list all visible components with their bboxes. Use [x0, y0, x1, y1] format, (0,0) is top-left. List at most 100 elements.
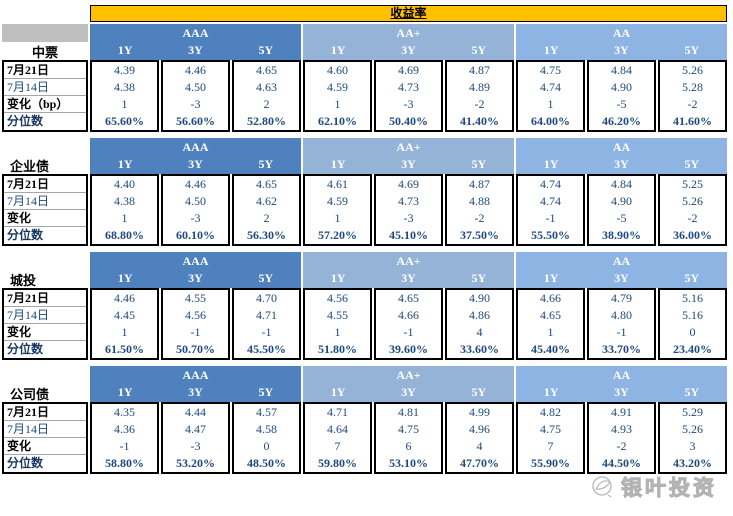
data-cell: -3 [190, 97, 201, 111]
rating-label: AA+ [396, 140, 421, 154]
data-cell: 4.38 [114, 194, 135, 208]
rating-block: AA+ 1Y 3Y 5Y [303, 138, 514, 174]
rating-block: AA+ 1Y 3Y 5Y [303, 24, 514, 60]
data-cell: 4.90 [611, 80, 632, 94]
tenor-label: 5Y [471, 43, 487, 57]
rating-label: AA+ [396, 368, 421, 382]
data-cell: -1 [119, 439, 130, 453]
data-column: 5.25 5.26 -2 36.00% [658, 174, 727, 246]
data-cell: -1 [545, 211, 556, 225]
row-label: 7月21日 [4, 404, 86, 421]
data-cell: 41.60% [673, 114, 712, 128]
data-cell: -2 [474, 211, 485, 225]
data-cell: 58.80% [105, 456, 144, 470]
tenor-row: 1Y 3Y 5Y [90, 270, 301, 288]
tenor-label: 3Y [188, 43, 203, 57]
yield-table: 收益率 中票 AAA 1Y 3Y 5Y AA+ 1Y 3Y 5Y AA 1Y 3Y 5Y 7月21日 7… [2, 5, 727, 474]
data-cell: 4.90 [469, 291, 490, 305]
row-label-box: 7月21日 7月14日 变化 分位数 [2, 288, 88, 360]
data-cell: 4.63 [256, 80, 277, 94]
data-cell: 57.20% [318, 228, 357, 242]
data-cell: 4.96 [469, 422, 490, 436]
data-cell: -2 [474, 97, 485, 111]
section-label-cell: 城投 [2, 252, 88, 288]
data-cell: 4.65 [398, 291, 419, 305]
row-label: 7月14日 [4, 307, 86, 324]
data-cell: 3 [689, 439, 696, 453]
data-column: 4.61 4.59 1 57.20% [303, 174, 372, 246]
data-cell: 4 [476, 325, 483, 339]
row-label: 变化 [4, 438, 86, 455]
row-label: 分位数 [7, 342, 44, 356]
data-cell: -2 [687, 97, 698, 111]
tenor-label: 1Y [330, 157, 346, 171]
data-cell: 4.58 [256, 422, 277, 436]
data-cell: -1 [190, 325, 201, 339]
data-cell: 5.28 [682, 80, 703, 94]
data-cell: 1 [334, 211, 341, 225]
corner-cell [2, 138, 88, 156]
data-cell: 2 [263, 211, 270, 225]
row-label: 7月14日 [4, 421, 86, 438]
rating-block: AAA 1Y 3Y 5Y [90, 252, 301, 288]
data-cell: -5 [616, 97, 627, 111]
data-cell: 4.46 [114, 291, 135, 305]
data-cell: 48.50% [247, 456, 286, 470]
section-data-area: 7月21日 7月14日 变化（bp） 分位数 4.39 4.38 1 65.60% 4.46 4… [2, 60, 727, 132]
data-column: 4.87 4.89 -2 41.40% [445, 60, 514, 132]
tenor-label: 5Y [684, 271, 700, 285]
data-cell: 4.66 [398, 308, 419, 322]
data-cell: 33.60% [460, 342, 499, 356]
tenor-row: 1Y 3Y 5Y [90, 42, 301, 60]
tenor-label: 3Y [401, 385, 416, 399]
data-column: 4.60 4.59 1 62.10% [303, 60, 372, 132]
data-cell: 4.65 [256, 177, 277, 191]
data-cell: 47.70% [460, 456, 499, 470]
data-column: 4.57 4.58 0 48.50% [232, 402, 301, 474]
section-header-row: 企业债 AAA 1Y 3Y 5Y AA+ 1Y 3Y 5Y AA 1Y 3Y 5Y [2, 138, 727, 174]
data-cell: 0 [263, 439, 270, 453]
tenor-label: 1Y [117, 157, 133, 171]
data-cell: 4.50 [185, 194, 206, 208]
tenor-row: 1Y 3Y 5Y [303, 384, 514, 402]
data-cell: 4.59 [327, 194, 348, 208]
data-cell: 4.74 [540, 194, 561, 208]
rating-block: AA 1Y 3Y 5Y [516, 252, 727, 288]
row-label-box: 7月21日 7月14日 变化（bp） 分位数 [2, 60, 88, 132]
data-column: 4.70 4.71 -1 45.50% [232, 288, 301, 360]
rating-label: AAA [182, 254, 209, 268]
table-title: 收益率 [390, 6, 427, 20]
data-column: 4.90 4.86 4 33.60% [445, 288, 514, 360]
data-cell: 4.60 [327, 63, 348, 77]
data-cell: 39.60% [389, 342, 428, 356]
data-cell: 45.40% [531, 342, 570, 356]
tenor-label: 3Y [188, 157, 203, 171]
data-cell: 5.26 [682, 422, 703, 436]
tenor-row: 1Y 3Y 5Y [516, 42, 727, 60]
rating-block: AA 1Y 3Y 5Y [516, 138, 727, 174]
data-cell: 4.73 [398, 194, 419, 208]
tenor-label: 3Y [401, 43, 416, 57]
data-cell: 4.39 [114, 63, 135, 77]
tenor-label: 1Y [543, 271, 559, 285]
data-cell: 55.90% [531, 456, 570, 470]
data-cell: 61.50% [105, 342, 144, 356]
data-cell: 64.00% [531, 114, 570, 128]
data-cell: -2 [687, 211, 698, 225]
data-cell: 56.30% [247, 228, 286, 242]
row-label: 分位数 [7, 228, 44, 242]
data-cell: -3 [190, 439, 201, 453]
data-column: 5.26 5.28 -2 41.60% [658, 60, 727, 132]
data-cell: 5.29 [682, 405, 703, 419]
data-cell: 4.84 [611, 63, 632, 77]
row-label: 变化 [4, 210, 86, 227]
data-cell: 60.10% [176, 228, 215, 242]
data-cell: 4.73 [398, 80, 419, 94]
data-cell: 56.60% [176, 114, 215, 128]
data-cell: 50.70% [176, 342, 215, 356]
data-cell: -3 [190, 211, 201, 225]
row-label: 7月14日 [4, 79, 86, 96]
data-cell: 4.69 [398, 177, 419, 191]
leaf-logo-icon [592, 476, 612, 498]
data-column: 4.99 4.96 4 47.70% [445, 402, 514, 474]
